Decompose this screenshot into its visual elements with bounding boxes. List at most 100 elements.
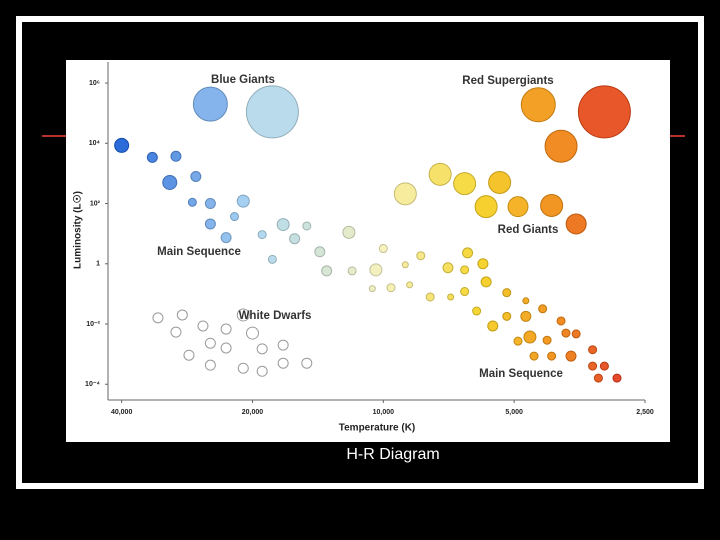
region-label: Main Sequence: [479, 368, 563, 380]
star-bubble: [393, 182, 417, 206]
star-bubble: [474, 195, 498, 219]
region-label: White Dwarfs: [239, 310, 312, 322]
y-tick-label: 10⁻²: [86, 321, 100, 328]
star-bubble: [192, 86, 228, 122]
star-bubble: [588, 361, 598, 371]
y-tick-label: 10⁶: [89, 80, 100, 87]
star-bubble: [302, 221, 312, 231]
star-bubble: [146, 151, 158, 163]
star-bubble: [544, 129, 578, 163]
star-bubble: [267, 254, 277, 264]
star-bubble: [162, 174, 178, 190]
star-bubble: [477, 258, 489, 270]
star-bubble: [256, 365, 268, 377]
star-bubble: [507, 196, 529, 218]
star-bubble: [369, 263, 383, 277]
star-bubble: [277, 357, 289, 369]
star-bubble: [229, 212, 239, 222]
star-bubble: [220, 342, 232, 354]
star-bubble: [204, 359, 216, 371]
star-bubble: [571, 329, 581, 339]
x-tick-label: 2,500: [636, 409, 654, 416]
star-bubble: [599, 361, 609, 371]
star-bubble: [480, 276, 492, 288]
star-bubble: [520, 310, 532, 322]
star-bubble: [520, 87, 556, 123]
star-bubble: [540, 194, 564, 218]
star-bubble: [513, 336, 523, 346]
star-bubble: [556, 316, 566, 326]
decor-line: [670, 135, 685, 137]
y-tick-label: 10⁴: [89, 140, 101, 147]
star-bubble: [523, 330, 537, 344]
star-bubble: [256, 343, 268, 355]
region-label: Red Giants: [498, 224, 559, 236]
star-bubble: [502, 288, 512, 298]
star-bubble: [236, 194, 250, 208]
star-bubble: [257, 230, 267, 240]
x-tick-label: 5,000: [505, 409, 523, 416]
y-tick-label: 10²: [90, 200, 101, 207]
star-bubble: [488, 170, 512, 194]
star-bubble: [190, 170, 202, 182]
star-bubble: [522, 297, 530, 305]
star-bubble: [442, 262, 454, 274]
star-bubble: [289, 233, 301, 245]
star-bubble: [342, 225, 356, 239]
star-bubble: [321, 265, 333, 277]
star-bubble: [588, 345, 598, 355]
star-bubble: [462, 247, 474, 259]
chart-background: [66, 60, 670, 442]
star-bubble: [220, 323, 232, 335]
star-bubble: [236, 308, 250, 322]
star-bubble: [612, 373, 622, 383]
star-bubble: [538, 304, 548, 314]
region-label: Blue Giants: [211, 74, 275, 86]
star-bubble: [416, 251, 426, 261]
star-bubble: [183, 349, 195, 361]
region-label: Red Supergiants: [462, 75, 553, 87]
y-axis-title: Luminosity (L☉): [73, 191, 84, 269]
star-bubble: [593, 373, 603, 383]
star-bubble: [204, 218, 216, 230]
star-bubble: [314, 246, 326, 258]
star-bubble: [460, 287, 470, 297]
star-bubble: [547, 351, 557, 361]
star-bubble: [428, 162, 452, 186]
star-bubble: [301, 357, 313, 369]
decor-line: [42, 135, 66, 137]
star-bubble: [460, 265, 470, 275]
star-bubble: [565, 350, 577, 362]
star-bubble: [472, 306, 482, 316]
star-bubble: [378, 244, 388, 254]
star-bubble: [152, 312, 164, 324]
star-bubble: [386, 283, 396, 293]
star-bubble: [542, 335, 552, 345]
star-bubble: [170, 150, 182, 162]
star-bubble: [187, 197, 197, 207]
star-bubble: [204, 337, 216, 349]
star-bubble: [114, 137, 130, 153]
star-bubble: [406, 281, 414, 289]
x-tick-label: 10,000: [373, 409, 395, 416]
region-label: Main Sequence: [157, 246, 241, 258]
star-bubble: [561, 328, 571, 338]
star-bubble: [197, 320, 209, 332]
x-tick-label: 40,000: [111, 409, 133, 416]
star-bubble: [425, 292, 435, 302]
star-bubble: [565, 213, 587, 235]
star-bubble: [502, 311, 512, 321]
star-bubble: [577, 85, 631, 139]
y-tick-label: 10⁻⁴: [85, 381, 100, 388]
star-bubble: [220, 232, 232, 244]
star-bubble: [170, 326, 182, 338]
star-bubble: [245, 326, 259, 340]
star-bubble: [277, 339, 289, 351]
star-bubble: [176, 309, 188, 321]
star-bubble: [401, 261, 409, 269]
slide-caption: H-R Diagram: [346, 446, 440, 463]
star-bubble: [204, 198, 216, 210]
x-tick-label: 20,000: [242, 409, 264, 416]
